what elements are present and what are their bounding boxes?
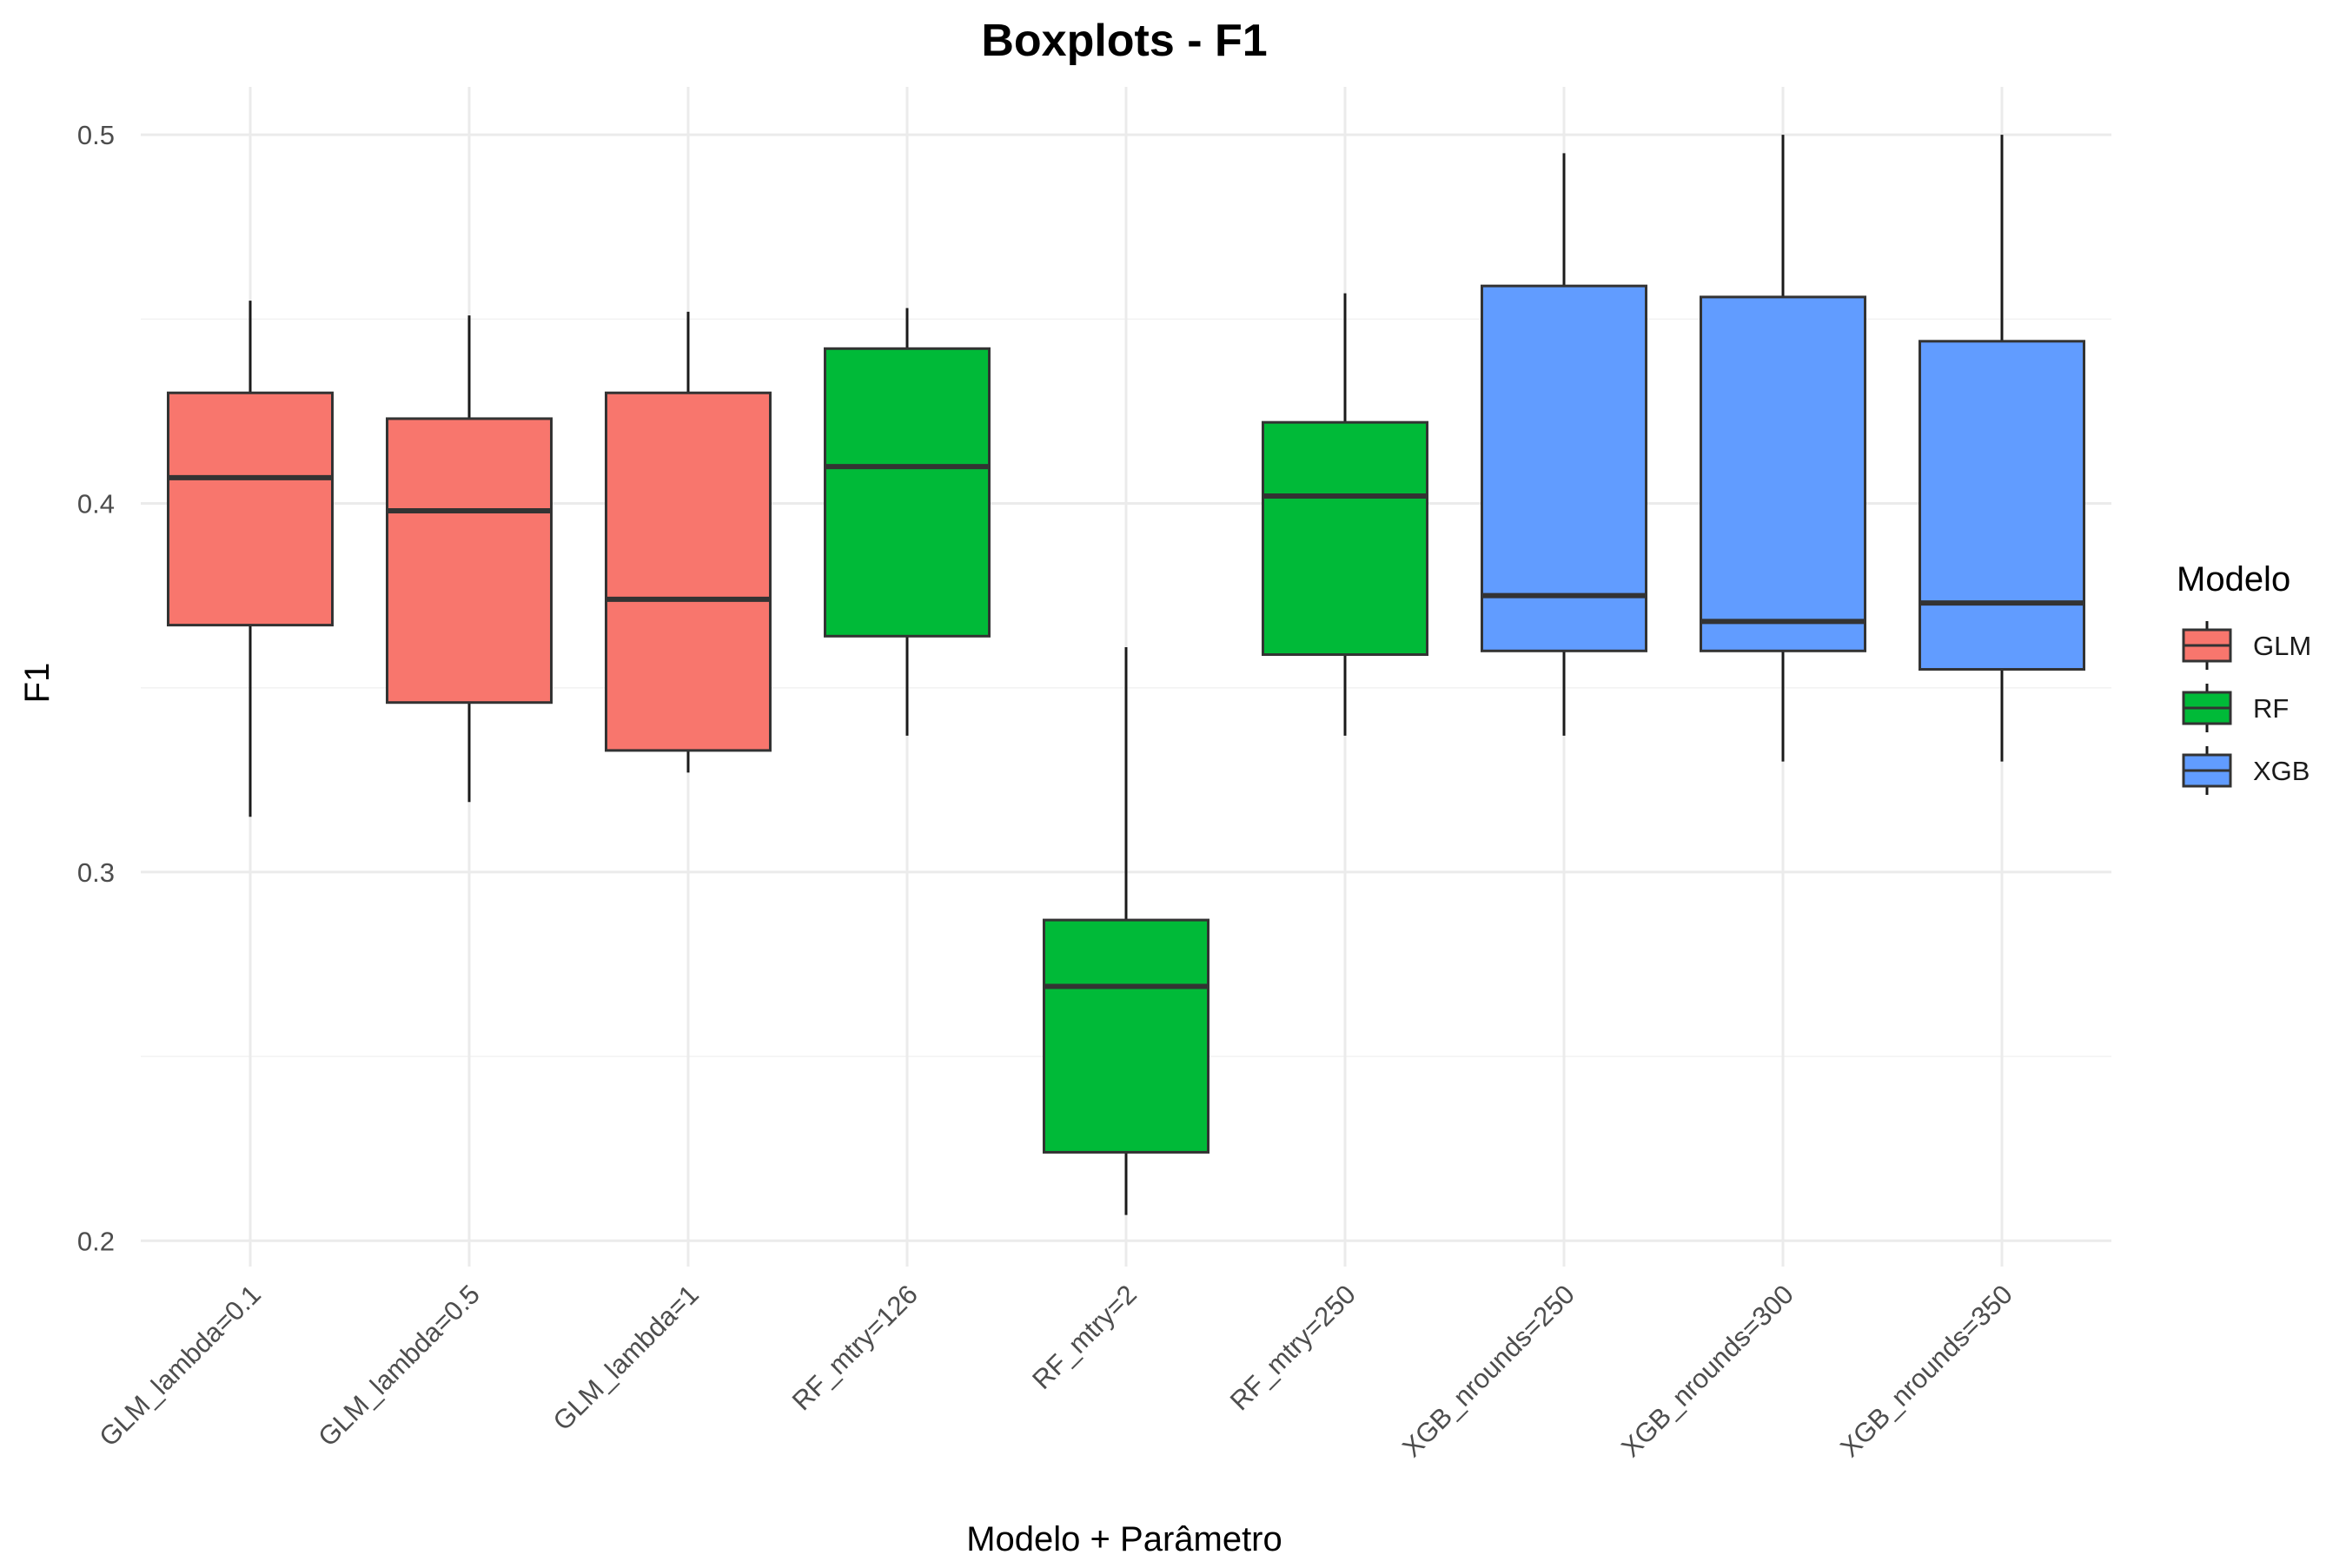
legend-label: RF <box>2253 693 2289 724</box>
x-axis-title: Modelo + Parâmetro <box>966 1520 1282 1558</box>
x-tick-label: XGB_nrounds=350 <box>1834 1279 2018 1463</box>
legend-item-rf: RF <box>2182 684 2289 732</box>
legend-title: Modelo <box>2177 560 2290 599</box>
box-GLM_lambda=0.1 <box>167 301 334 817</box>
y-tick-label: 0.5 <box>77 120 115 150</box>
iqr-box <box>1481 284 1647 652</box>
y-axis: 0.2 0.3 0.4 0.5 <box>77 120 115 1256</box>
box-RF_mtry=2 <box>1043 647 1209 1215</box>
legend-label: XGB <box>2253 756 2310 786</box>
iqr-box <box>1043 918 1209 1154</box>
x-tick-label: RF_mtry=250 <box>1224 1279 1362 1416</box>
iqr-box <box>1700 295 1866 652</box>
x-tick-label: XGB_nrounds=250 <box>1396 1279 1581 1463</box>
y-axis-title: F1 <box>18 663 56 704</box>
iqr-box <box>824 347 991 638</box>
box-XGB_nrounds=300 <box>1700 135 1866 762</box>
legend-item-glm: GLM <box>2182 621 2311 670</box>
x-tick-label: XGB_nrounds=300 <box>1615 1279 1799 1463</box>
box-XGB_nrounds=350 <box>1919 135 2085 762</box>
iqr-box <box>167 391 334 627</box>
box-XGB_nrounds=250 <box>1481 153 1647 736</box>
legend-item-xgb: XGB <box>2182 746 2310 795</box>
iqr-box <box>386 417 553 705</box>
box-GLM_lambda=1 <box>605 311 772 773</box>
x-tick-label: GLM_lambda=0.1 <box>93 1279 267 1452</box>
box-GLM_lambda=0.5 <box>386 315 553 803</box>
x-tick-label: GLM_lambda=1 <box>547 1279 705 1436</box>
iqr-box <box>1262 420 1428 657</box>
box-RF_mtry=126 <box>824 308 991 736</box>
box-layer <box>167 135 2085 1215</box>
x-tick-label: RF_mtry=2 <box>1026 1279 1143 1395</box>
iqr-box <box>1919 340 2085 672</box>
chart-title: Boxplots - F1 <box>981 16 1267 66</box>
legend: Modelo GLM RF XGB <box>2177 560 2311 795</box>
y-tick-label: 0.3 <box>77 857 115 888</box>
legend-label: GLM <box>2253 631 2311 661</box>
box-RF_mtry=250 <box>1262 293 1428 736</box>
x-axis: GLM_lambda=0.1 GLM_lambda=0.5 GLM_lambda=1… <box>93 1279 2018 1463</box>
y-tick-label: 0.4 <box>77 489 115 519</box>
x-tick-label: GLM_lambda=0.5 <box>312 1279 486 1452</box>
iqr-box <box>605 391 772 752</box>
y-tick-label: 0.2 <box>77 1226 115 1256</box>
x-tick-label: RF_mtry=126 <box>786 1279 924 1416</box>
